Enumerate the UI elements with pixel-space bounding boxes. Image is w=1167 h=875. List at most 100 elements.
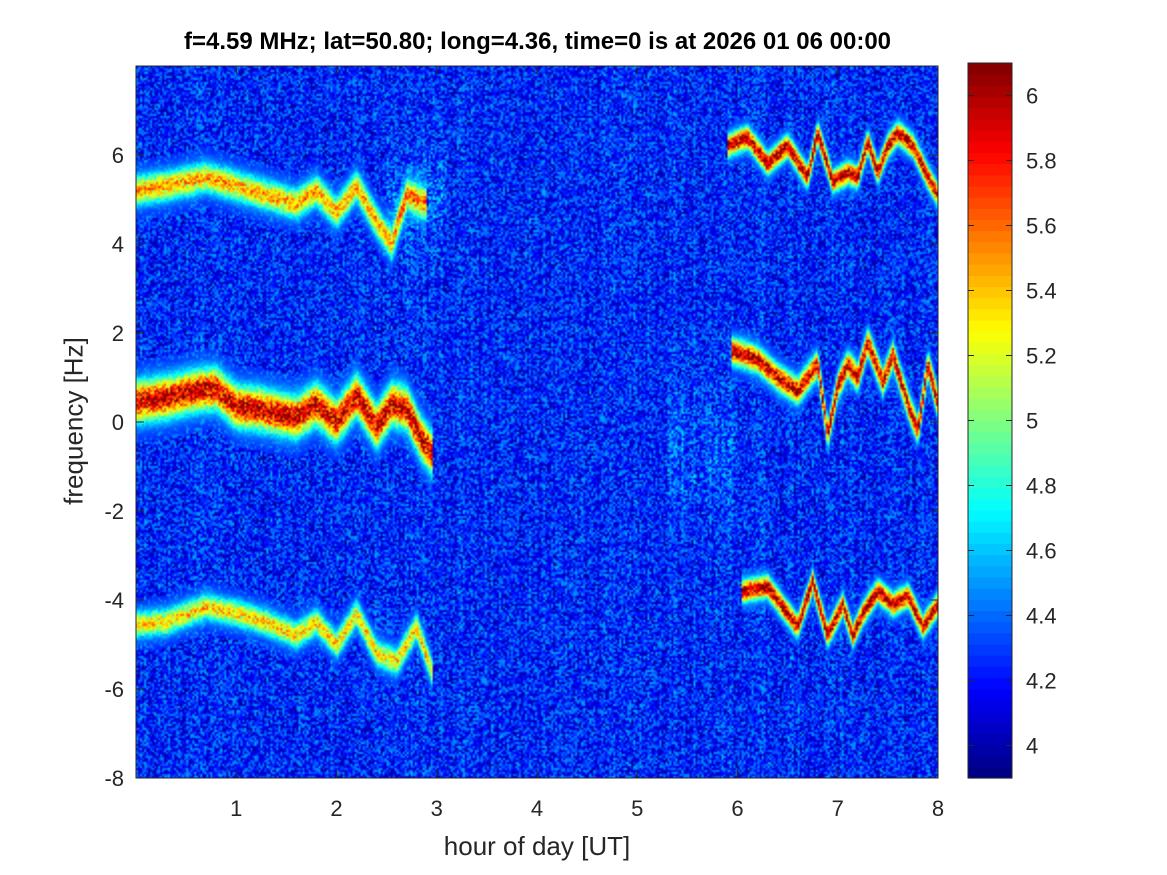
colorbar-segment xyxy=(968,610,1012,623)
colorbar-segment xyxy=(968,565,1012,578)
colorbar-tick-label: 4.8 xyxy=(1026,474,1057,499)
colorbar-tick-label: 5.8 xyxy=(1026,149,1057,174)
y-tick-label: 0 xyxy=(112,410,124,435)
colorbar-segment xyxy=(968,521,1012,533)
colorbar-segment xyxy=(968,766,1012,779)
y-tick-label: 6 xyxy=(112,143,124,168)
colorbar-segment xyxy=(968,107,1012,120)
colorbar-segment xyxy=(968,655,1012,667)
colorbar-segment xyxy=(968,319,1012,332)
colorbar-segment xyxy=(968,420,1012,433)
x-tick-label: 2 xyxy=(330,796,342,821)
y-tick-label: 4 xyxy=(112,232,124,257)
x-axis-label: hour of day [UT] xyxy=(443,831,631,861)
colorbar-segment xyxy=(968,252,1012,265)
y-tick-label: -2 xyxy=(104,499,124,524)
colorbar-tick-label: 6 xyxy=(1026,84,1038,109)
colorbar-segment xyxy=(968,688,1012,701)
colorbar-segment xyxy=(968,554,1012,567)
colorbar-segment xyxy=(968,498,1012,511)
x-tick-label: 7 xyxy=(832,796,844,821)
colorbar-segment xyxy=(968,353,1012,366)
colorbar-segment xyxy=(968,163,1012,176)
colorbar-tick-label: 4.6 xyxy=(1026,539,1057,564)
x-axis: 1 2 3 4 5 6 7 8 xyxy=(230,66,944,821)
colorbar-segment xyxy=(968,677,1012,690)
colorbar-segment xyxy=(968,755,1012,768)
colorbar-segment xyxy=(968,152,1012,165)
colorbar-segment xyxy=(968,386,1012,399)
colorbar-segment xyxy=(968,275,1012,288)
colorbar-segment xyxy=(968,241,1012,254)
colorbar-tick-label: 5 xyxy=(1026,409,1038,434)
colorbar-tick-label: 5.2 xyxy=(1026,344,1057,369)
colorbar-segment xyxy=(968,532,1012,544)
colorbar-segment xyxy=(968,431,1012,444)
colorbar-segment xyxy=(968,174,1012,187)
x-tick-label: 3 xyxy=(431,796,443,821)
colorbar-segment xyxy=(968,130,1012,142)
spectrogram-image xyxy=(136,66,938,778)
colorbar-segment xyxy=(968,342,1012,355)
colorbar-segment xyxy=(968,297,1012,310)
x-tick-label: 1 xyxy=(230,796,242,821)
colorbar-segment xyxy=(968,208,1012,221)
colorbar-segment xyxy=(968,219,1012,232)
colorbar: 4 4.2 4.4 4.6 4.8 5 5.2 5.4 5.6 5.8 6 xyxy=(967,62,1057,779)
colorbar-tick-label: 4 xyxy=(1026,734,1038,759)
colorbar-segment xyxy=(968,286,1012,299)
colorbar-tick-label: 4.2 xyxy=(1026,669,1057,694)
colorbar-segment xyxy=(968,197,1012,209)
y-tick-label: -6 xyxy=(104,677,124,702)
chart-title: f=4.59 MHz; lat=50.80; long=4.36, time=0… xyxy=(183,28,892,55)
spectrogram-plot-area xyxy=(136,66,938,778)
x-tick-label: 5 xyxy=(631,796,643,821)
colorbar-segment xyxy=(968,733,1012,746)
colorbar-segment xyxy=(968,141,1012,153)
colorbar-segment xyxy=(968,442,1012,455)
colorbar-segment xyxy=(968,398,1012,410)
colorbar-segment xyxy=(968,699,1012,712)
colorbar-segment xyxy=(968,509,1012,522)
colorbar-segment xyxy=(968,375,1012,388)
colorbar-segment xyxy=(968,118,1012,131)
colorbar-segment xyxy=(968,666,1012,679)
colorbar-segment xyxy=(968,409,1012,422)
colorbar-segment xyxy=(968,264,1012,276)
colorbar-segment xyxy=(968,63,1012,75)
colorbar-tick-label: 5.4 xyxy=(1026,279,1057,304)
colorbar-segment xyxy=(968,744,1012,757)
colorbar-segment xyxy=(968,576,1012,589)
colorbar-tick-label: 5.6 xyxy=(1026,214,1057,239)
colorbar-segment xyxy=(968,364,1012,377)
colorbar-segment xyxy=(968,621,1012,634)
colorbar-segment xyxy=(968,588,1012,600)
y-axis: -8 -6 -4 -2 0 2 4 6 xyxy=(104,143,938,791)
colorbar-tick-label: 4.4 xyxy=(1026,604,1057,629)
colorbar-segment xyxy=(968,85,1012,98)
y-axis-label: frequency [Hz] xyxy=(58,337,89,505)
y-tick-label: -4 xyxy=(104,588,124,613)
colorbar-segment xyxy=(968,599,1012,612)
colorbar-segment xyxy=(968,185,1012,198)
colorbar-segment xyxy=(968,487,1012,500)
y-tick-label: -8 xyxy=(104,766,124,791)
colorbar-segment xyxy=(968,643,1012,656)
x-tick-label: 6 xyxy=(731,796,743,821)
colorbar-segment xyxy=(968,331,1012,343)
colorbar-segment xyxy=(968,465,1012,477)
colorbar-segment xyxy=(968,632,1012,645)
colorbar-segment xyxy=(968,543,1012,556)
colorbar-segment xyxy=(968,722,1012,734)
x-tick-label: 4 xyxy=(531,796,543,821)
colorbar-segment xyxy=(968,230,1012,243)
colorbar-segment xyxy=(968,74,1012,86)
colorbar-segment xyxy=(968,454,1012,466)
colorbar-segment xyxy=(968,710,1012,723)
colorbar-segment xyxy=(968,308,1012,321)
x-tick-label: 8 xyxy=(932,796,944,821)
y-tick-label: 2 xyxy=(112,321,124,346)
colorbar-segment xyxy=(968,476,1012,489)
colorbar-segment xyxy=(968,96,1012,109)
